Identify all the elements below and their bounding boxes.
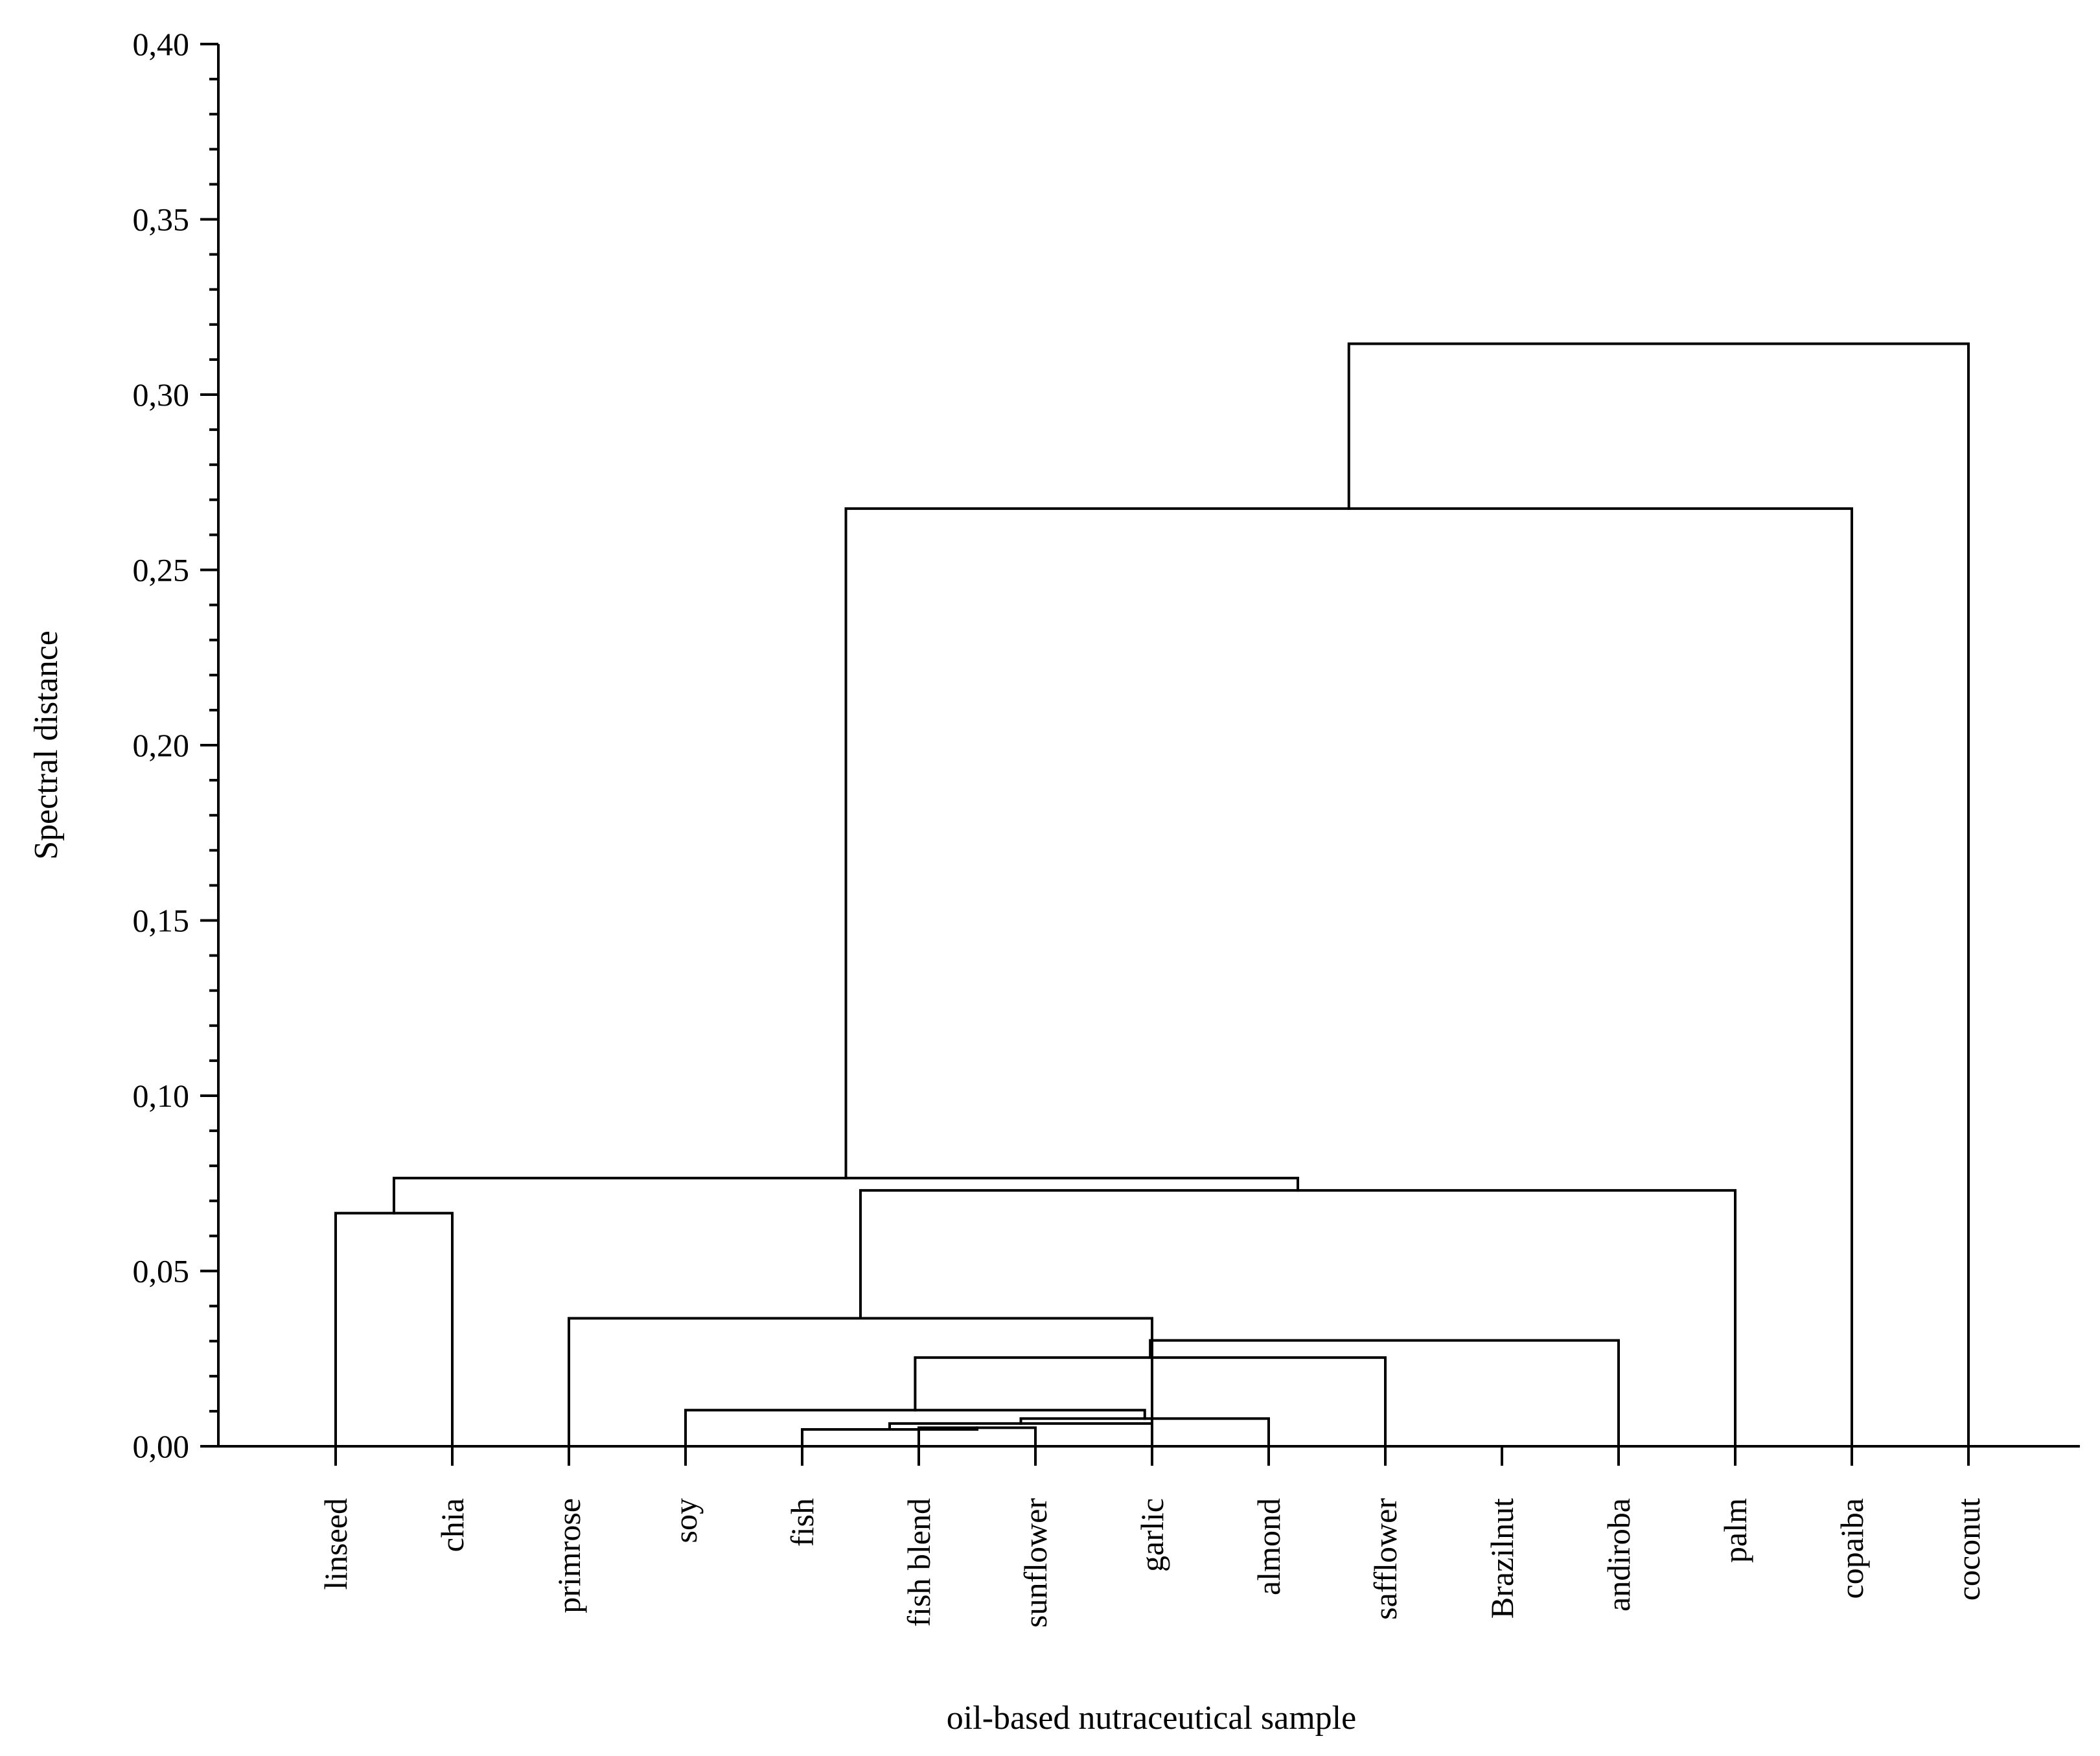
y-tick-label: 0,05: [133, 1253, 190, 1289]
leaf-label: soy: [667, 1498, 704, 1543]
leaf-label: palm: [1717, 1498, 1753, 1563]
dendrogram-links: [334, 342, 1970, 1448]
leaf-label: fish blend: [901, 1498, 937, 1627]
y-tick-label: 0,30: [133, 376, 190, 413]
y-tick-label: 0,25: [133, 552, 190, 588]
y-tick-label: 0,00: [133, 1428, 190, 1464]
leaf-label: coconut: [1950, 1498, 1987, 1600]
leaf-label: sunflower: [1017, 1498, 1054, 1628]
dendrogram-link: [1149, 1339, 1620, 1448]
y-tick-label: 0,20: [133, 727, 190, 763]
y-tick-label: 0,35: [133, 202, 190, 238]
x-axis-title: oil-based nutraceutical sample: [947, 1700, 1356, 1737]
y-ticks: 0,00 0,05 0,10 0,15 0,20 0,25 0,30 0,35 0,40: [133, 26, 218, 1464]
x-ticks: linseed chia primrose soy fish fish blend sunf…: [317, 1446, 1987, 1628]
dendrogram-link: [844, 507, 1853, 1448]
dendrogram-link: [393, 1177, 1299, 1215]
y-tick-label: 0,40: [133, 26, 190, 62]
leaf-label: fish: [784, 1498, 820, 1547]
leaf-label: safflower: [1367, 1498, 1403, 1620]
leaf-label: Brazilnut: [1484, 1498, 1520, 1619]
dendrogram-link: [334, 1212, 454, 1448]
leaf-label: almond: [1251, 1498, 1287, 1595]
leaf-label: primrose: [551, 1498, 587, 1613]
y-tick-label: 0,15: [133, 903, 190, 939]
y-tick-label: 0,10: [133, 1078, 190, 1114]
leaf-label: andiroba: [1600, 1498, 1637, 1612]
y-axis-title: Spectral distance: [28, 630, 65, 860]
dendrogram-link: [1347, 342, 1970, 1448]
leaf-label: copaiba: [1834, 1498, 1870, 1599]
dendrogram-link: [914, 1356, 1387, 1448]
dendrogram-link: [568, 1317, 1153, 1448]
axes: [217, 44, 2080, 1448]
leaf-label: linseed: [317, 1498, 354, 1590]
leaf-label: garlic: [1134, 1498, 1170, 1572]
leaf-label: chia: [434, 1498, 470, 1552]
